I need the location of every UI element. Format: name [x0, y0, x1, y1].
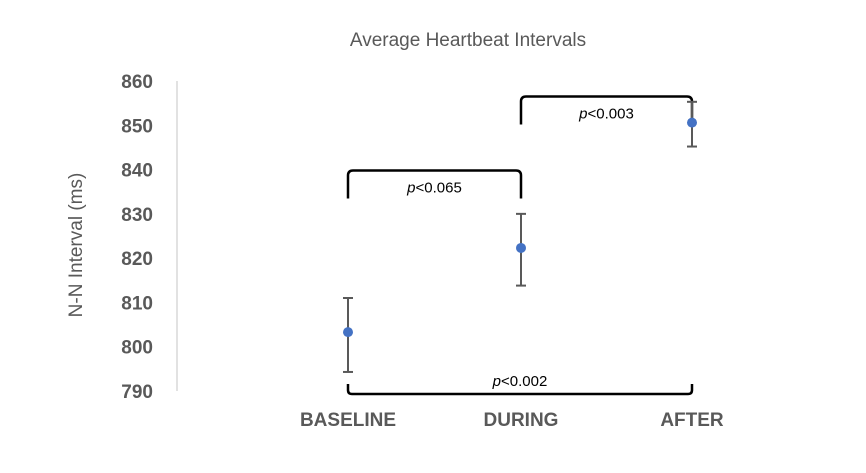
significance-label: p<0.002: [492, 373, 548, 390]
y-tick-label: 810: [121, 293, 153, 314]
y-tick-label: 800: [121, 338, 153, 359]
x-tick-label: AFTER: [660, 410, 724, 431]
significance-label: p<0.003: [578, 106, 634, 123]
data-point: [343, 327, 353, 338]
significance-p-symbol: p: [492, 373, 501, 390]
y-tick-label: 820: [121, 249, 153, 270]
significance-value: <0.003: [588, 106, 634, 123]
chart-title: Average Heartbeat Intervals: [350, 30, 586, 51]
data-point: [516, 242, 526, 253]
significance-value: <0.002: [501, 373, 547, 390]
y-tick-labels: 790 800 810 820 830 840 850 860: [121, 72, 153, 403]
significance-label: p<0.065: [406, 179, 462, 196]
y-tick-label: 840: [121, 161, 153, 182]
significance-value: <0.065: [416, 179, 462, 196]
significance-p-symbol: p: [406, 179, 415, 196]
y-tick-label: 860: [121, 72, 153, 93]
data-points: [343, 117, 697, 338]
significance-bracket: p<0.065: [346, 169, 523, 199]
significance-bracket: p<0.003: [519, 95, 694, 125]
significance-p-symbol: p: [578, 106, 587, 123]
x-tick-labels: BASELINE DURING AFTER: [300, 410, 724, 431]
significance-bracket: p<0.002: [346, 373, 694, 396]
x-tick-label: DURING: [484, 410, 559, 431]
y-tick-label: 830: [121, 205, 153, 226]
y-tick-label: 790: [121, 382, 153, 403]
y-axis-label: N-N Interval (ms): [66, 173, 87, 318]
y-tick-label: 850: [121, 116, 153, 137]
error-bars: [343, 100, 697, 373]
x-tick-label: BASELINE: [300, 410, 396, 431]
data-point: [687, 117, 697, 128]
